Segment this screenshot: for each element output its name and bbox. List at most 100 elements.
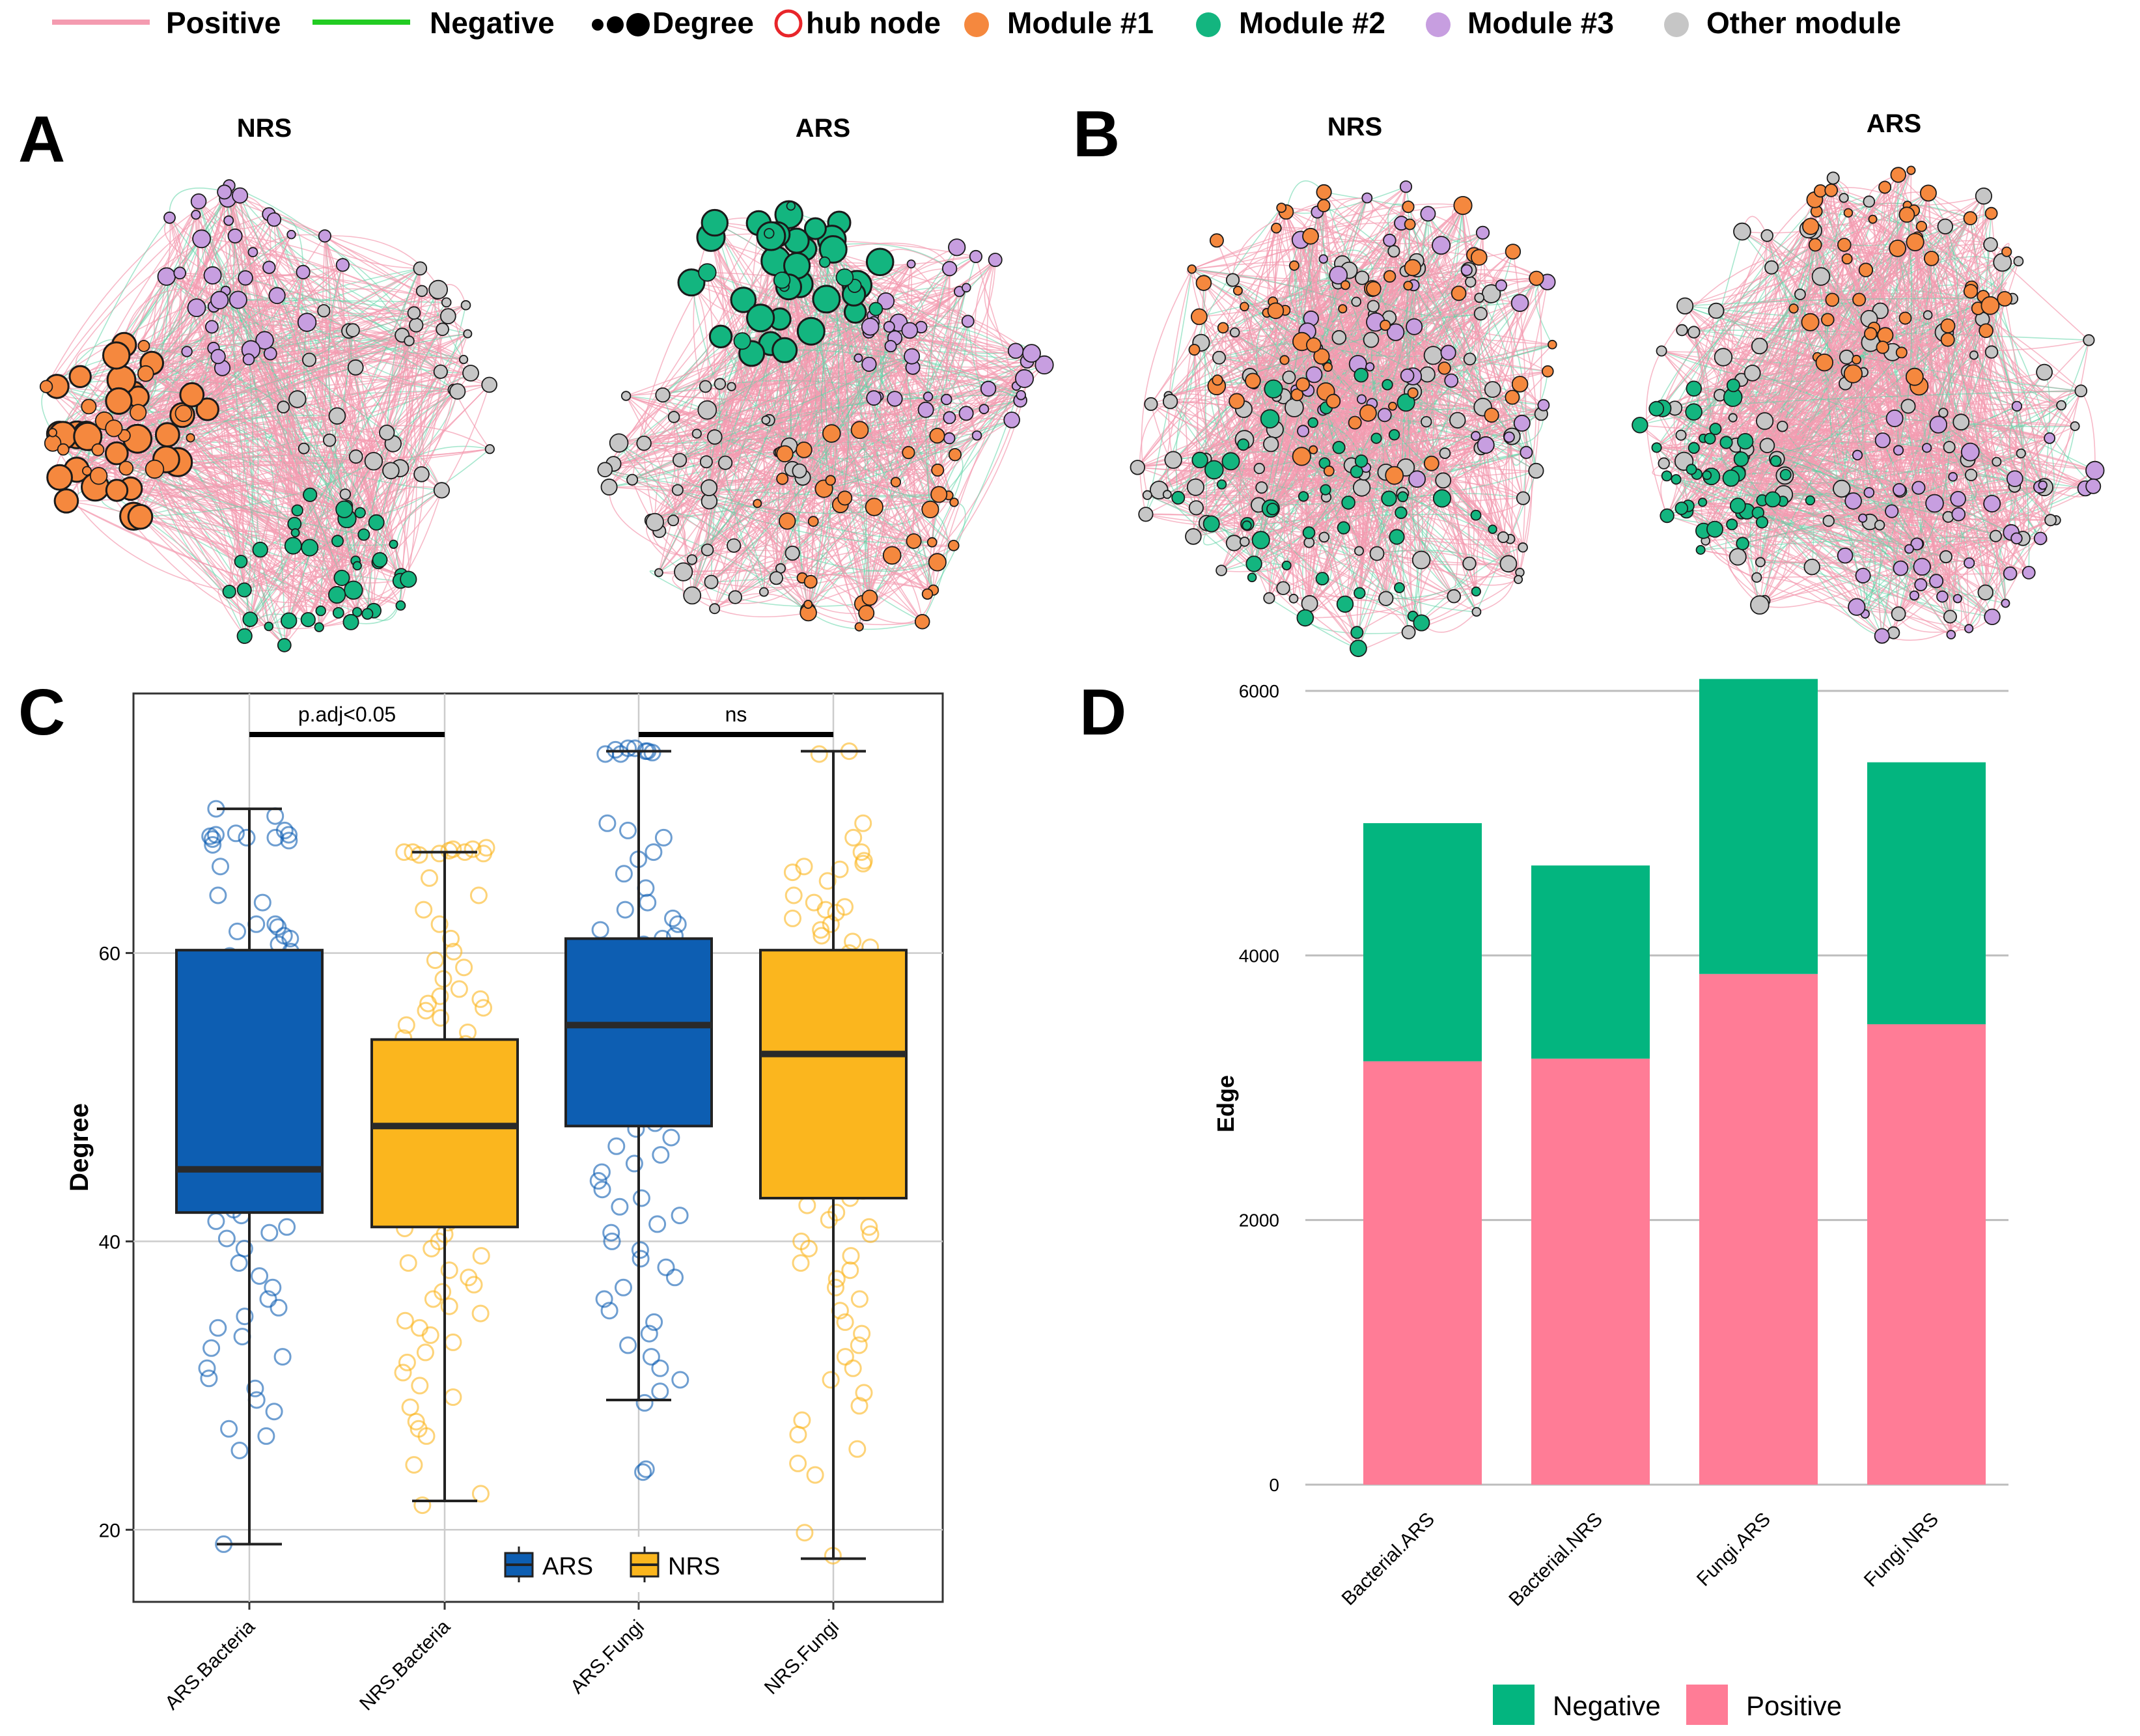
module2-node bbox=[1202, 515, 1220, 533]
other-node bbox=[1708, 302, 1725, 319]
other-node bbox=[433, 482, 451, 499]
negative-edge bbox=[1294, 265, 1361, 594]
other-node bbox=[600, 478, 618, 496]
positive-edge bbox=[725, 322, 874, 464]
module3-node bbox=[247, 247, 258, 258]
negative-edge bbox=[928, 321, 969, 398]
module1-node bbox=[930, 486, 948, 503]
module1-node bbox=[825, 475, 836, 486]
module3-node bbox=[1885, 410, 1904, 428]
module1-node bbox=[776, 472, 789, 485]
negative-edge bbox=[268, 214, 441, 372]
module3-node bbox=[1495, 279, 1507, 292]
other-node bbox=[1965, 468, 1978, 481]
legend-hub: hub node bbox=[806, 6, 941, 40]
module1-node bbox=[776, 445, 794, 463]
module1-node bbox=[1209, 233, 1224, 248]
module2-node bbox=[1726, 378, 1740, 393]
positive-edge bbox=[807, 582, 934, 605]
positive-edge bbox=[1986, 282, 2007, 306]
negative-edge bbox=[229, 185, 410, 341]
module2-node bbox=[335, 500, 354, 518]
positive-edge bbox=[1995, 391, 2082, 537]
degree-small-dot bbox=[592, 19, 604, 31]
negative-edge bbox=[1968, 426, 2076, 629]
legend-module2: Module #2 bbox=[1239, 6, 1385, 40]
positive-edge bbox=[346, 468, 401, 623]
module2-node bbox=[400, 570, 417, 588]
positive-edge bbox=[57, 385, 374, 462]
module2-node bbox=[342, 613, 359, 630]
module2-node bbox=[1805, 495, 1816, 506]
negative-edge bbox=[223, 191, 254, 636]
other-node bbox=[1423, 346, 1443, 365]
positive-edge bbox=[1725, 201, 1870, 443]
other-node bbox=[1764, 260, 1779, 275]
positive-edge bbox=[682, 223, 760, 572]
module2-node bbox=[290, 528, 300, 538]
module2-node bbox=[357, 528, 370, 541]
other-node bbox=[1989, 529, 2002, 542]
module2-node bbox=[1382, 379, 1393, 391]
negative-edge bbox=[1949, 447, 1977, 501]
positive-edge bbox=[378, 325, 423, 563]
module3-node bbox=[1960, 442, 1980, 462]
module2-node bbox=[222, 584, 236, 599]
positive-edge bbox=[1879, 507, 2012, 533]
other-node bbox=[346, 323, 360, 337]
module1-node bbox=[1296, 377, 1311, 392]
module3-node bbox=[1329, 266, 1348, 285]
positive-edge bbox=[1952, 318, 1983, 460]
module3-node bbox=[1471, 430, 1481, 441]
negative-edge bbox=[356, 316, 449, 612]
module3-node bbox=[286, 230, 296, 240]
other-node bbox=[1803, 559, 1820, 576]
module3-node bbox=[980, 380, 997, 397]
module2-node bbox=[327, 585, 346, 604]
positive-edge bbox=[1814, 199, 1962, 423]
module2-node bbox=[1204, 460, 1224, 480]
module1-node bbox=[1188, 344, 1201, 356]
module2-node bbox=[1661, 470, 1673, 482]
positive-edge bbox=[1900, 258, 1933, 568]
other-node bbox=[761, 415, 771, 425]
positive-edge bbox=[1242, 308, 1343, 445]
other-node bbox=[655, 387, 671, 403]
module3-node bbox=[268, 287, 286, 304]
other-node bbox=[1729, 548, 1747, 566]
other-node bbox=[1255, 481, 1268, 494]
positive-edge bbox=[1146, 388, 1274, 496]
other-node bbox=[1839, 193, 1849, 203]
positive-edge bbox=[435, 310, 468, 335]
other-node bbox=[1751, 572, 1762, 583]
module1-node bbox=[854, 622, 864, 632]
module3-node bbox=[1914, 578, 1928, 591]
module2-node bbox=[1394, 582, 1405, 593]
positive-edge bbox=[1883, 187, 1901, 491]
positive-edge bbox=[143, 346, 242, 562]
positive-edge bbox=[352, 329, 471, 374]
module1-node bbox=[145, 459, 165, 479]
module2-node bbox=[730, 287, 757, 313]
module2-node bbox=[796, 316, 826, 346]
positive-edge bbox=[609, 486, 954, 503]
positive-edge bbox=[1344, 487, 1363, 605]
other-node bbox=[1833, 479, 1851, 498]
negative-edge bbox=[1365, 467, 1470, 565]
positive-edge bbox=[1760, 318, 1983, 563]
module1-node bbox=[906, 533, 922, 550]
positive-edge bbox=[1376, 438, 1509, 565]
other-node bbox=[301, 352, 316, 367]
negative-edge bbox=[708, 386, 732, 488]
positive-edge bbox=[1759, 567, 1901, 608]
other-node bbox=[699, 380, 712, 393]
positive-edge bbox=[1431, 462, 1523, 548]
negative-edge bbox=[709, 500, 765, 593]
positive-edge bbox=[894, 337, 989, 389]
module2-node bbox=[771, 337, 798, 363]
module3-node bbox=[1852, 449, 1863, 461]
module2-node bbox=[1315, 572, 1329, 585]
positive-edge bbox=[604, 469, 777, 579]
other-node bbox=[1465, 276, 1477, 288]
module2-node bbox=[1719, 436, 1733, 449]
